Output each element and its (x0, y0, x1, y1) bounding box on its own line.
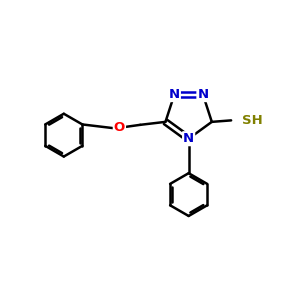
Text: O: O (114, 121, 125, 134)
Text: N: N (169, 88, 180, 101)
Text: SH: SH (242, 114, 262, 127)
Text: N: N (183, 132, 194, 145)
Text: N: N (197, 88, 208, 101)
